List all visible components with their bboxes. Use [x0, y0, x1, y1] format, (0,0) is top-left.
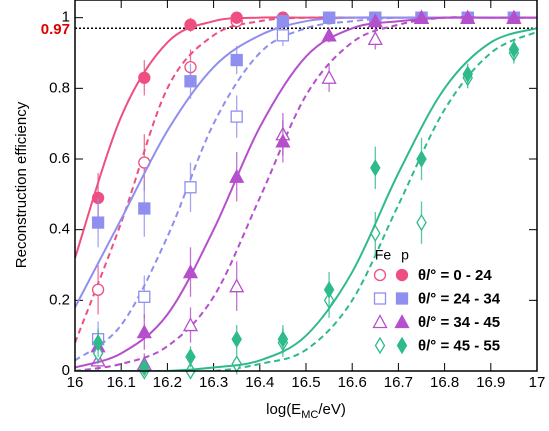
x-axis-label-part: log(E	[266, 401, 301, 418]
legend-label: θ/° = 34 - 45	[418, 314, 500, 331]
legend-marker	[374, 336, 386, 355]
y-tick-label: 0.8	[49, 79, 70, 96]
x-tick-label: 16.6	[338, 374, 367, 391]
marker	[230, 53, 243, 67]
marker	[321, 27, 337, 42]
marker	[92, 333, 104, 352]
x-tick-label: 16.2	[153, 374, 182, 391]
marker	[460, 9, 476, 24]
legend-marker	[396, 336, 408, 355]
legend-marker	[373, 268, 387, 282]
marker	[416, 213, 427, 232]
marker	[276, 29, 290, 42]
x-tick-label: 16.7	[384, 374, 413, 391]
marker	[138, 202, 151, 215]
legend-marker	[394, 314, 410, 329]
marker	[367, 31, 383, 46]
marker	[275, 133, 291, 148]
marker	[413, 9, 430, 24]
marker	[91, 216, 105, 229]
x-tick-label: 16	[67, 374, 84, 391]
x-axis-label: log(EMC/eV)	[266, 401, 346, 421]
x-tick-label: 16.4	[245, 374, 274, 391]
legend-header: Fe	[375, 247, 392, 263]
y-tick-label: 0.4	[49, 221, 70, 238]
marker	[370, 159, 381, 177]
marker	[508, 40, 520, 59]
marker	[277, 330, 289, 348]
y-tick-label: 0.2	[49, 291, 70, 308]
y-tick-label: 0.6	[49, 150, 70, 167]
x-tick-label: 16.5	[291, 374, 320, 391]
y-axis-label: Reconstruction efficiency	[13, 101, 30, 268]
marker	[138, 290, 151, 303]
plot-frame	[74, 0, 538, 372]
fit-curve	[75, 27, 537, 371]
y-tick-label: 0	[62, 362, 70, 379]
x-axis-label-sub: MC	[301, 409, 318, 421]
marker	[184, 18, 197, 31]
x-tick-label: 16.1	[107, 374, 136, 391]
marker	[136, 324, 152, 339]
x-tick-label: 16.3	[199, 374, 228, 391]
x-axis-label-part: /eV)	[318, 401, 346, 418]
marker	[229, 278, 245, 293]
fit-curve	[75, 30, 537, 371]
marker	[323, 280, 335, 299]
marker	[231, 330, 242, 348]
marker	[416, 150, 427, 168]
fit-curve	[75, 16, 537, 369]
marker	[138, 71, 151, 84]
legend-label: θ/° = 45 - 55	[418, 337, 500, 354]
x-tick-label: 16.9	[476, 374, 505, 391]
marker	[229, 168, 245, 183]
x-tick-label: 16.8	[430, 374, 459, 391]
marker	[276, 15, 290, 28]
marker	[182, 264, 199, 279]
marker	[91, 283, 105, 296]
legend-marker	[395, 292, 409, 305]
legend-header: p	[401, 247, 409, 263]
y-tick-label: 1	[62, 9, 70, 26]
marker	[462, 65, 473, 83]
marker	[230, 110, 243, 123]
marker	[184, 181, 197, 194]
marker	[322, 11, 336, 24]
legend-label: θ/° = 0 - 24	[418, 267, 492, 284]
x-tick-label: 17	[529, 374, 546, 391]
reference-label: 0.97	[41, 21, 70, 38]
marker	[367, 13, 383, 28]
legend-marker	[395, 268, 409, 282]
marker	[506, 9, 522, 24]
marker	[321, 69, 337, 84]
legend-label: θ/° = 24 - 34	[418, 290, 501, 307]
marker	[182, 317, 199, 332]
marker	[230, 11, 243, 24]
marker	[184, 75, 197, 88]
legend-marker	[373, 292, 387, 305]
marker	[185, 348, 196, 366]
legend-marker	[372, 314, 388, 329]
